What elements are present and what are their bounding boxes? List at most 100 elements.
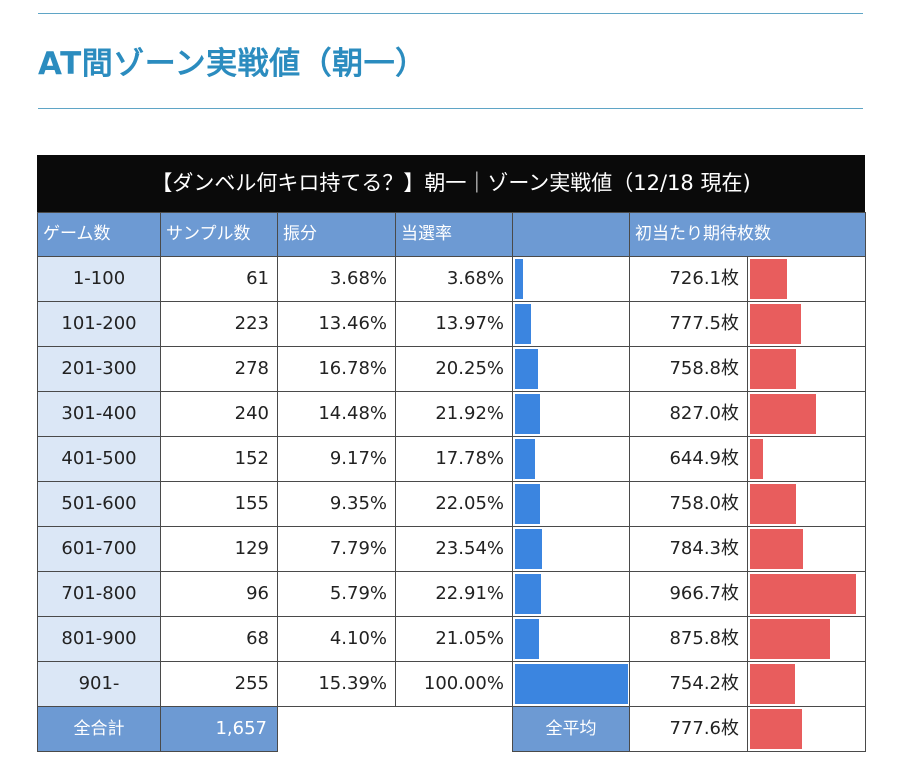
header-samples: サンプル数 (160, 212, 278, 257)
distribution-cell: 15.39% (277, 661, 396, 707)
expected-coins-bar-cell (747, 571, 866, 617)
zone-cell: 601-700 (37, 526, 161, 572)
expected-coins-cell: 758.8枚 (629, 346, 748, 392)
win-rate-bar (515, 349, 538, 389)
win-rate-cell: 100.00% (395, 661, 513, 707)
table-caption: 【ダンベル何キロ持てる？】朝一｜ゾーン実戦値（12/18 現在) (37, 155, 865, 212)
samples-cell: 240 (160, 391, 278, 437)
win-rate-bar (515, 574, 541, 614)
win-rate-bar (515, 529, 542, 569)
win-rate-bar-cell (512, 616, 630, 662)
header-zone: ゲーム数 (37, 212, 161, 257)
expected-coins-cell: 827.0枚 (629, 391, 748, 437)
expected-coins-bar (750, 259, 787, 299)
win-rate-bar-cell (512, 481, 630, 527)
distribution-cell: 16.78% (277, 346, 396, 392)
samples-cell: 68 (160, 616, 278, 662)
expected-coins-cell: 875.8枚 (629, 616, 748, 662)
expected-coins-bar (750, 664, 795, 704)
average-label: 全平均 (512, 706, 630, 752)
samples-cell: 96 (160, 571, 278, 617)
expected-coins-bar (750, 574, 857, 614)
expected-coins-bar-cell (747, 526, 866, 572)
samples-cell: 255 (160, 661, 278, 707)
zone-cell: 201-300 (37, 346, 161, 392)
zone-cell: 801-900 (37, 616, 161, 662)
zone-cell: 401-500 (37, 436, 161, 482)
expected-coins-bar (750, 304, 802, 344)
zone-cell: 301-400 (37, 391, 161, 437)
expected-coins-bar (750, 394, 816, 434)
win-rate-cell: 3.68% (395, 256, 513, 302)
zone-cell: 701-800 (37, 571, 161, 617)
expected-coins-bar (750, 484, 796, 524)
average-expected-bar-cell (747, 706, 866, 752)
header-distribution: 振分 (277, 212, 396, 257)
total-samples: 1,657 (160, 706, 278, 752)
win-rate-cell: 22.05% (395, 481, 513, 527)
distribution-cell: 9.35% (277, 481, 396, 527)
samples-cell: 61 (160, 256, 278, 302)
samples-cell: 152 (160, 436, 278, 482)
win-rate-cell: 21.05% (395, 616, 513, 662)
header-win-rate: 当選率 (395, 212, 513, 257)
expected-coins-bar-cell (747, 616, 866, 662)
zone-cell: 501-600 (37, 481, 161, 527)
win-rate-bar-cell (512, 571, 630, 617)
samples-cell: 278 (160, 346, 278, 392)
win-rate-bar-cell (512, 526, 630, 572)
expected-coins-cell: 754.2枚 (629, 661, 748, 707)
average-expected-coins: 777.6枚 (629, 706, 748, 752)
header-rate-bar (512, 212, 630, 257)
win-rate-cell: 21.92% (395, 391, 513, 437)
distribution-cell: 9.17% (277, 436, 396, 482)
zone-cell: 901- (37, 661, 161, 707)
distribution-cell: 13.46% (277, 301, 396, 347)
win-rate-bar (515, 664, 628, 704)
samples-cell: 129 (160, 526, 278, 572)
win-rate-cell: 17.78% (395, 436, 513, 482)
expected-coins-bar-cell (747, 256, 866, 302)
win-rate-bar-cell (512, 391, 630, 437)
win-rate-bar (515, 484, 540, 524)
expected-coins-bar-cell (747, 481, 866, 527)
win-rate-bar (515, 304, 531, 344)
title-rule-top (38, 13, 863, 14)
expected-coins-bar-cell (747, 301, 866, 347)
expected-coins-bar-cell (747, 391, 866, 437)
expected-coins-bar-cell (747, 346, 866, 392)
expected-coins-bar (750, 439, 764, 479)
distribution-cell: 14.48% (277, 391, 396, 437)
average-expected-bar (750, 709, 802, 749)
win-rate-cell: 20.25% (395, 346, 513, 392)
expected-coins-cell: 966.7枚 (629, 571, 748, 617)
win-rate-cell: 13.97% (395, 301, 513, 347)
zone-cell: 1-100 (37, 256, 161, 302)
total-label: 全合計 (37, 706, 161, 752)
expected-coins-cell: 726.1枚 (629, 256, 748, 302)
expected-coins-bar (750, 349, 797, 389)
win-rate-bar-cell (512, 436, 630, 482)
distribution-cell: 7.79% (277, 526, 396, 572)
distribution-cell: 5.79% (277, 571, 396, 617)
distribution-cell: 4.10% (277, 616, 396, 662)
distribution-cell: 3.68% (277, 256, 396, 302)
header-expected-coins: 初当たり期待枚数 (629, 212, 866, 257)
win-rate-cell: 23.54% (395, 526, 513, 572)
zone-cell: 101-200 (37, 301, 161, 347)
expected-coins-cell: 784.3枚 (629, 526, 748, 572)
win-rate-bar (515, 259, 523, 299)
win-rate-cell: 22.91% (395, 571, 513, 617)
expected-coins-bar-cell (747, 661, 866, 707)
win-rate-bar (515, 394, 540, 434)
win-rate-bar-cell (512, 256, 630, 302)
win-rate-bar-cell (512, 661, 630, 707)
title-rule-bottom (38, 108, 863, 109)
win-rate-bar-cell (512, 301, 630, 347)
expected-coins-bar (750, 529, 804, 569)
samples-cell: 223 (160, 301, 278, 347)
expected-coins-cell: 758.0枚 (629, 481, 748, 527)
expected-coins-cell: 644.9枚 (629, 436, 748, 482)
expected-coins-bar-cell (747, 436, 866, 482)
win-rate-bar-cell (512, 346, 630, 392)
